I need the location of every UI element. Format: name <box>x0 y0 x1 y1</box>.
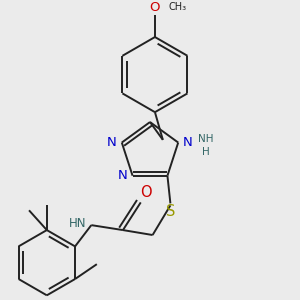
Text: S: S <box>166 204 175 219</box>
Text: N: N <box>107 136 117 149</box>
Text: N: N <box>118 169 128 182</box>
Text: CH₃: CH₃ <box>169 2 187 12</box>
Text: NH: NH <box>198 134 214 144</box>
Text: O: O <box>140 185 152 200</box>
Text: O: O <box>150 1 160 14</box>
Text: H: H <box>202 147 210 158</box>
Text: HN: HN <box>69 217 86 230</box>
Text: N: N <box>183 136 193 149</box>
